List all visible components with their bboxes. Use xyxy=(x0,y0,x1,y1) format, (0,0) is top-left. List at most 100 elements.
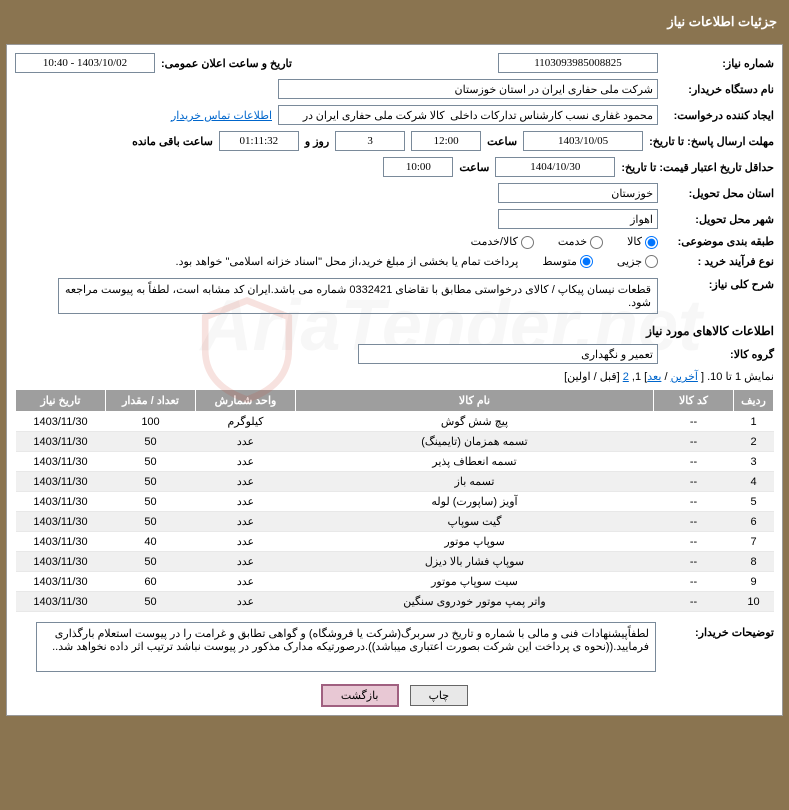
table-cell: عدد xyxy=(196,492,296,512)
subject-opt-goods[interactable]: کالا xyxy=(627,235,658,249)
table-cell: 50 xyxy=(106,472,196,492)
buyer-org-label: نام دستگاه خریدار: xyxy=(664,83,774,96)
delivery-province-label: استان محل تحویل: xyxy=(664,187,774,200)
time-label-2: ساعت xyxy=(459,161,489,174)
table-row: 8--سوپاپ فشار بالا دیزلعدد501403/11/30 xyxy=(16,552,774,572)
table-cell: 1 xyxy=(734,412,774,432)
table-cell: کیلوگرم xyxy=(196,412,296,432)
buy-process-label: نوع فرآیند خرید : xyxy=(664,255,774,268)
table-cell: 9 xyxy=(734,572,774,592)
contact-buyer-link[interactable]: اطلاعات تماس خریدار xyxy=(171,109,272,122)
subject-opt-service[interactable]: خدمت xyxy=(558,235,603,249)
overall-desc-text: قطعات نیسان پیکاپ / کالای درخواستی مطابق… xyxy=(58,278,658,314)
page-header: جزئیات اطلاعات نیاز xyxy=(0,6,789,38)
table-cell: 1403/11/30 xyxy=(16,412,106,432)
pager-next[interactable]: بعد xyxy=(647,371,661,383)
countdown-timer xyxy=(219,131,299,151)
table-cell: -- xyxy=(654,432,734,452)
table-cell: -- xyxy=(654,572,734,592)
table-cell: -- xyxy=(654,492,734,512)
response-deadline-date xyxy=(523,131,643,151)
price-validity-time xyxy=(383,157,453,177)
table-cell: 3 xyxy=(734,452,774,472)
table-cell: گیت سوپاپ xyxy=(296,512,654,532)
subject-class-label: طبقه بندی موضوعی: xyxy=(664,235,774,248)
delivery-city-value xyxy=(498,209,658,229)
goods-group-value xyxy=(358,344,658,364)
announce-dt-label: تاریخ و ساعت اعلان عمومی: xyxy=(161,57,292,70)
overall-desc-label: شرح کلی نیاز: xyxy=(664,278,774,291)
process-opt-medium[interactable]: متوسط xyxy=(542,255,593,269)
days-remaining xyxy=(335,131,405,151)
items-table: ردیفکد کالانام کالاواحد شمارشتعداد / مقد… xyxy=(15,389,774,612)
col-header: واحد شمارش xyxy=(196,390,296,412)
table-cell: 7 xyxy=(734,532,774,552)
response-deadline-label: مهلت ارسال پاسخ: تا تاریخ: xyxy=(649,135,774,148)
table-cell: عدد xyxy=(196,532,296,552)
table-cell: عدد xyxy=(196,452,296,472)
buyer-notes-text: لطفاًپیشنهادات فنی و مالی با شماره و تار… xyxy=(36,622,656,672)
pager: نمایش 1 تا 10. [ آخرین / بعد] 1, 2 [قبل … xyxy=(15,370,774,383)
table-cell: عدد xyxy=(196,592,296,612)
table-cell: -- xyxy=(654,512,734,532)
delivery-city-label: شهر محل تحویل: xyxy=(664,213,774,226)
table-cell: عدد xyxy=(196,472,296,492)
table-cell: عدد xyxy=(196,552,296,572)
table-cell: تسمه باز xyxy=(296,472,654,492)
table-cell: -- xyxy=(654,412,734,432)
form-panel: AriaTender.net شماره نیاز: تاریخ و ساعت … xyxy=(6,44,783,716)
table-cell: آویز (ساپورت) لوله xyxy=(296,492,654,512)
table-cell: 100 xyxy=(106,412,196,432)
time-label-1: ساعت xyxy=(487,135,517,148)
table-cell: 5 xyxy=(734,492,774,512)
table-cell: 1403/11/30 xyxy=(16,472,106,492)
goods-group-label: گروه کالا: xyxy=(664,348,774,361)
table-cell: -- xyxy=(654,552,734,572)
table-cell: 60 xyxy=(106,572,196,592)
col-header: نام کالا xyxy=(296,390,654,412)
table-cell: 1403/11/30 xyxy=(16,572,106,592)
print-button[interactable]: چاپ xyxy=(410,685,469,706)
table-cell: -- xyxy=(654,472,734,492)
col-header: تاریخ نیاز xyxy=(16,390,106,412)
table-cell: 50 xyxy=(106,512,196,532)
delivery-province-value xyxy=(498,183,658,203)
table-cell: سوپاپ فشار بالا دیزل xyxy=(296,552,654,572)
page-title: جزئیات اطلاعات نیاز xyxy=(667,14,777,29)
days-label: روز و xyxy=(305,135,329,148)
table-cell: 50 xyxy=(106,432,196,452)
process-opt-minor[interactable]: جزیی xyxy=(617,255,658,269)
table-cell: 10 xyxy=(734,592,774,612)
table-cell: -- xyxy=(654,532,734,552)
table-cell: 50 xyxy=(106,592,196,612)
table-cell: 50 xyxy=(106,552,196,572)
table-cell: 8 xyxy=(734,552,774,572)
table-cell: واتر پمپ موتور خودروی سنگین xyxy=(296,592,654,612)
buyer-notes-label: توضیحات خریدار: xyxy=(664,622,774,639)
back-button[interactable]: بازگشت xyxy=(321,684,399,707)
table-row: 6--گیت سوپاپعدد501403/11/30 xyxy=(16,512,774,532)
table-cell: 1403/11/30 xyxy=(16,592,106,612)
table-cell: 1403/11/30 xyxy=(16,552,106,572)
announce-dt-value xyxy=(15,53,155,73)
buyer-org-value xyxy=(278,79,658,99)
subject-opt-both[interactable]: کالا/خدمت xyxy=(471,235,534,249)
table-cell: 1403/11/30 xyxy=(16,512,106,532)
need-number-label: شماره نیاز: xyxy=(664,57,774,70)
table-row: 5--آویز (ساپورت) لولهعدد501403/11/30 xyxy=(16,492,774,512)
pager-last[interactable]: آخرین xyxy=(671,371,698,383)
price-validity-label: حداقل تاریخ اعتبار قیمت: تا تاریخ: xyxy=(621,161,774,174)
col-header: ردیف xyxy=(734,390,774,412)
table-row: 2--تسمه همزمان (تایمینگ)عدد501403/11/30 xyxy=(16,432,774,452)
table-cell: عدد xyxy=(196,572,296,592)
table-cell: تسمه انعطاف پذیر xyxy=(296,452,654,472)
table-cell: 1403/11/30 xyxy=(16,492,106,512)
col-header: کد کالا xyxy=(654,390,734,412)
requester-label: ایجاد کننده درخواست: xyxy=(664,109,774,122)
table-cell: -- xyxy=(654,592,734,612)
items-section-title: اطلاعات کالاهای مورد نیاز xyxy=(15,324,774,338)
table-cell: عدد xyxy=(196,432,296,452)
col-header: تعداد / مقدار xyxy=(106,390,196,412)
table-cell: پیچ شش گوش xyxy=(296,412,654,432)
table-row: 10--واتر پمپ موتور خودروی سنگینعدد501403… xyxy=(16,592,774,612)
